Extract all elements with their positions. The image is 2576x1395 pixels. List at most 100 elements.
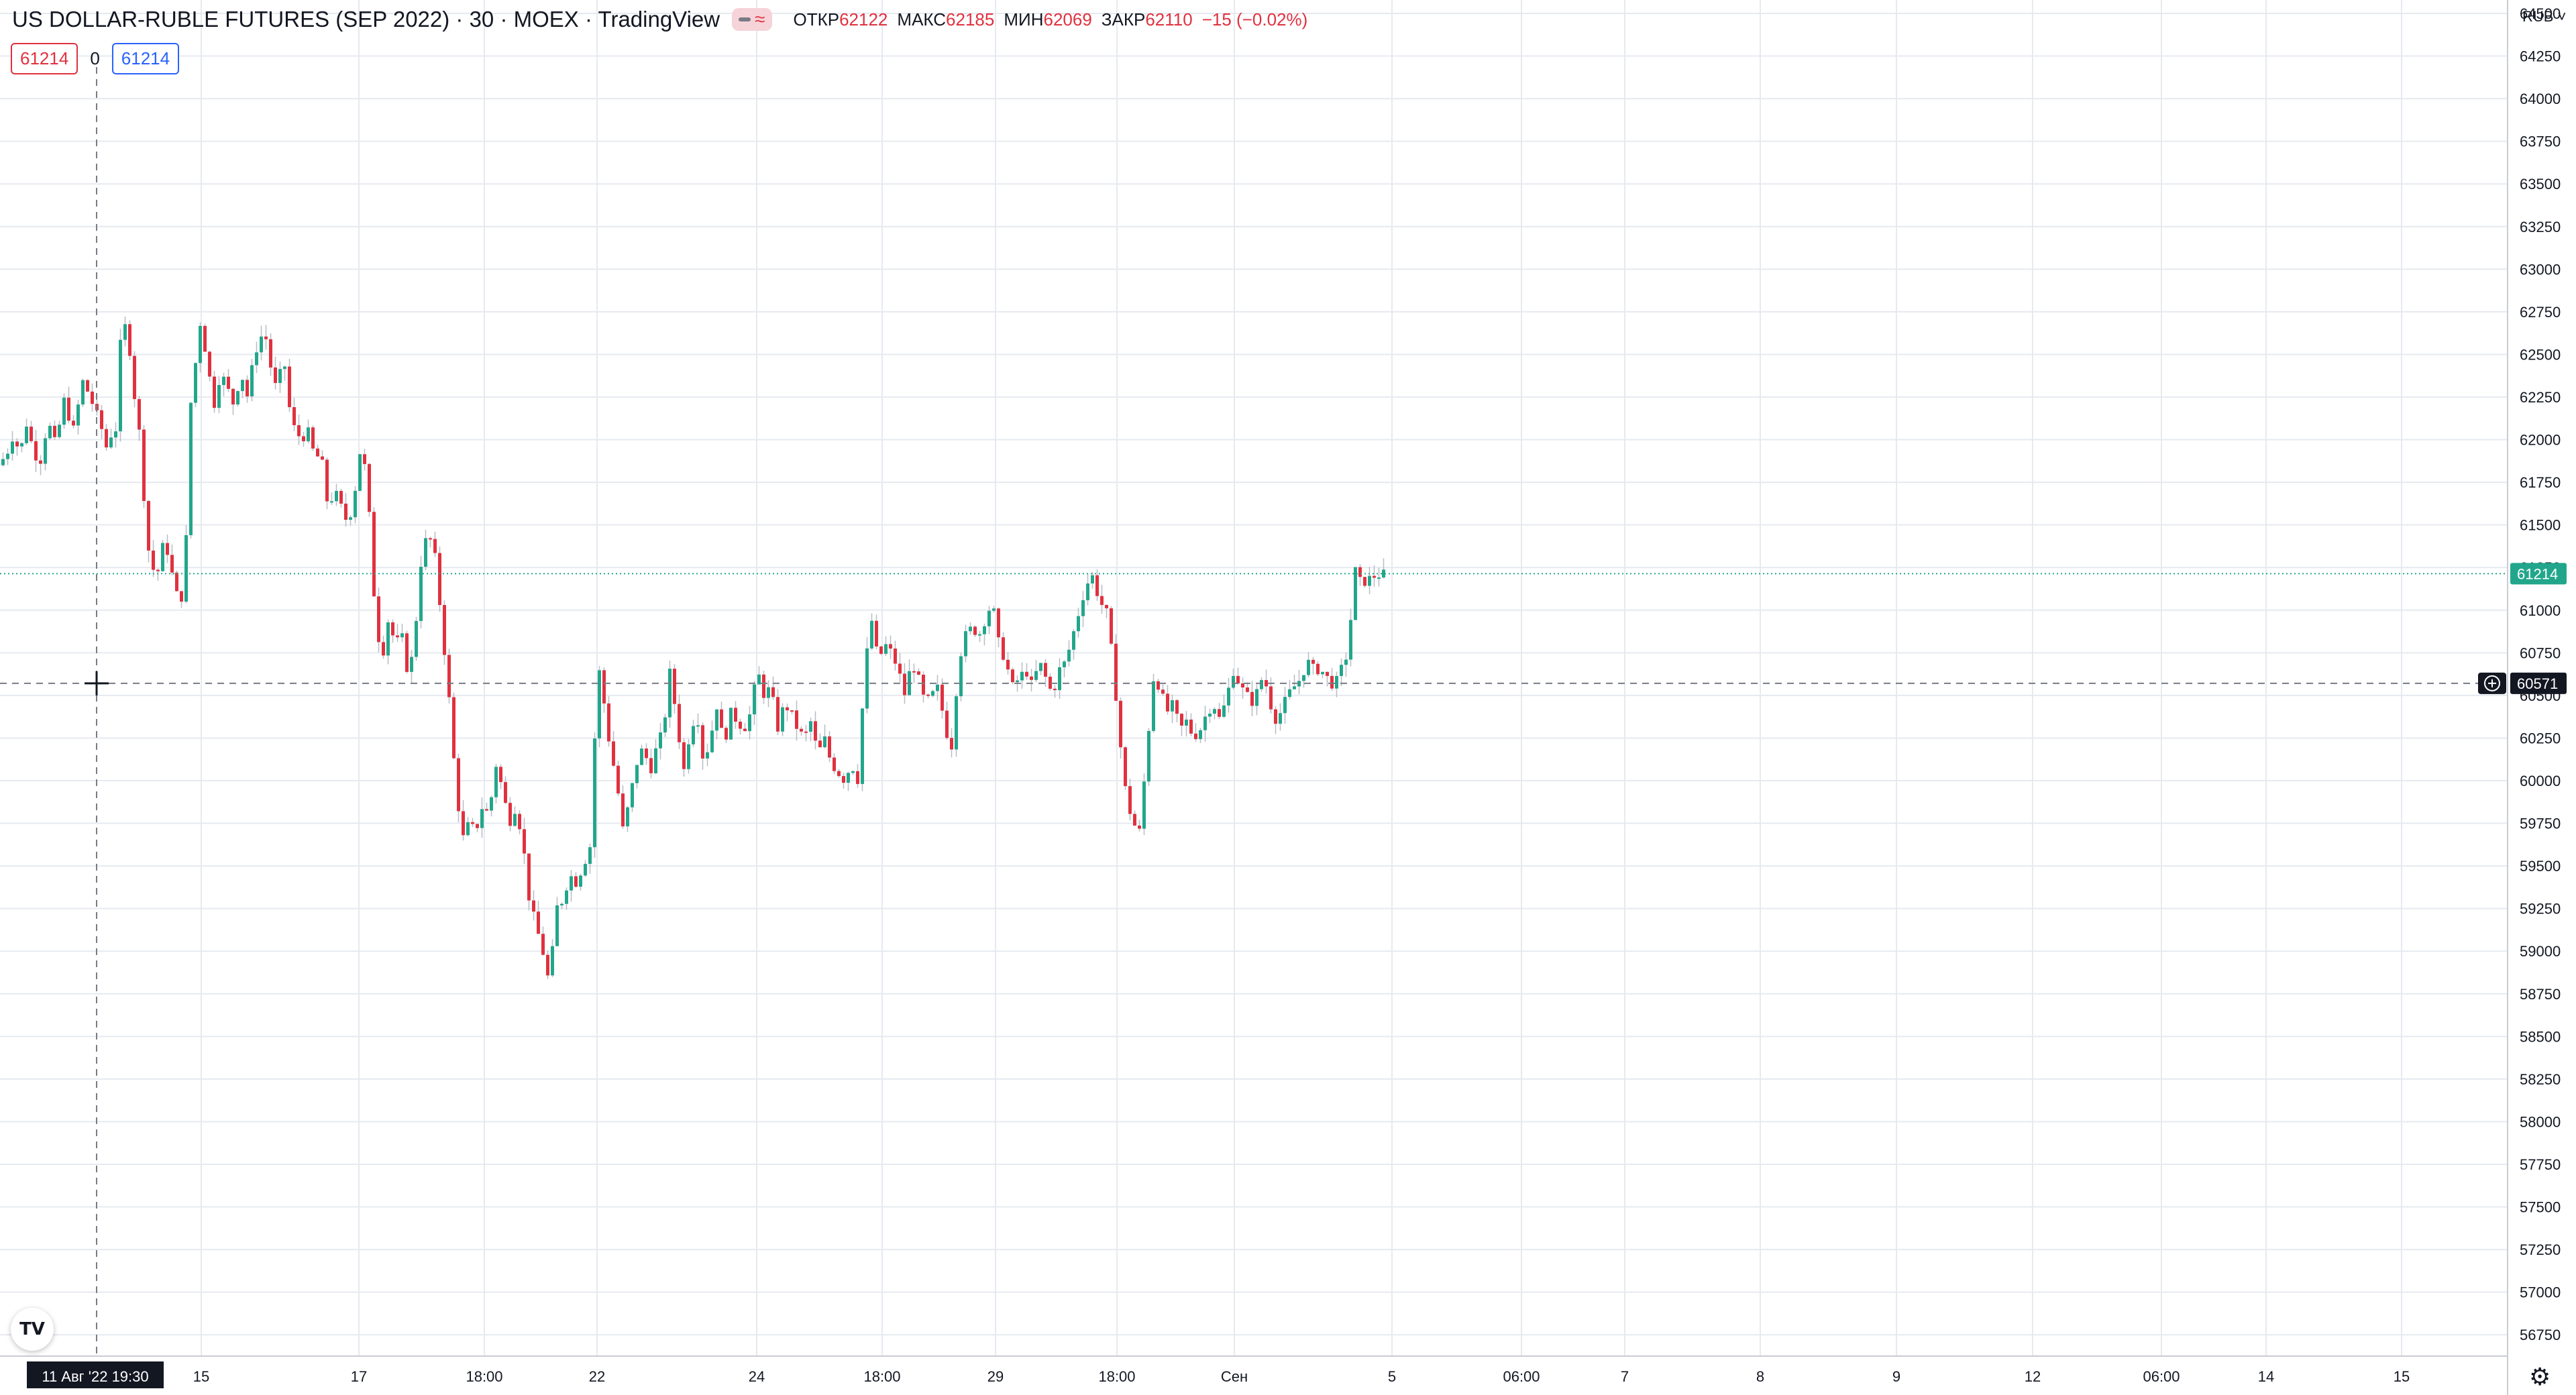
candle <box>241 379 244 398</box>
price-tick-label: 59500 <box>2520 858 2561 875</box>
time-tick-label: 18:00 <box>466 1368 502 1385</box>
buy-button[interactable]: 61214 <box>111 43 180 74</box>
candle-body <box>485 809 488 811</box>
candle-body <box>715 709 718 731</box>
candle-body <box>363 454 366 464</box>
candle-body <box>222 376 225 386</box>
candle <box>485 802 488 812</box>
candle <box>851 770 855 775</box>
candle-body <box>457 758 460 812</box>
candle <box>34 430 38 472</box>
time-tick-label: 18:00 <box>1098 1368 1135 1385</box>
candle-body <box>922 674 925 695</box>
time-axis[interactable]: 15 17 18:00 22 24 18:00 29 18:00 Сен 5 06:00 7 8 9 12 0… <box>0 1355 2508 1388</box>
candle <box>781 703 784 736</box>
candle <box>532 890 535 921</box>
candle <box>86 379 89 392</box>
candle <box>903 663 906 704</box>
indicator-toggle[interactable]: ≈ <box>732 8 772 31</box>
candle <box>917 668 920 676</box>
tradingview-logo-icon[interactable]: TV <box>11 1308 54 1351</box>
price-tick-label: 57000 <box>2520 1284 2561 1301</box>
price-axis[interactable]: 64500 64250 64000 63750 63500 63250 63000 62750… <box>2478 0 2567 1395</box>
candle <box>1288 680 1291 700</box>
candle <box>419 555 423 628</box>
candle <box>1382 558 1385 579</box>
candle <box>30 421 33 443</box>
currency-selector[interactable]: RUB ˅ <box>2522 8 2567 25</box>
candle <box>804 724 808 742</box>
sell-button[interactable]: 61214 <box>11 43 78 74</box>
candle <box>217 376 221 414</box>
candle-body <box>1110 608 1113 644</box>
candle-body <box>1340 665 1343 676</box>
candle-body <box>917 671 920 675</box>
time-tick-label: 12 <box>2025 1368 2041 1385</box>
candle <box>269 333 272 376</box>
candle <box>1030 669 1033 692</box>
price-tick-label: 62000 <box>2520 432 2561 449</box>
candle <box>72 414 75 429</box>
candle <box>720 702 723 728</box>
candle <box>1330 667 1334 691</box>
candle <box>91 383 94 412</box>
candle-body <box>1161 689 1165 694</box>
candle-body <box>1344 659 1348 665</box>
candle <box>227 369 230 392</box>
candle-body <box>386 622 390 656</box>
candle <box>833 753 836 775</box>
candle-body <box>987 610 991 626</box>
time-tick-label: 15 <box>193 1368 209 1385</box>
candle <box>457 753 460 822</box>
candle <box>1185 711 1188 737</box>
candle <box>847 771 850 791</box>
candle-body <box>246 380 249 397</box>
candle <box>222 372 225 396</box>
candle <box>325 457 329 510</box>
candle-body <box>217 385 221 408</box>
price-tick-label: 62250 <box>2520 389 2561 406</box>
candle-body <box>302 436 305 441</box>
candle <box>955 693 958 757</box>
candle <box>682 738 686 777</box>
candle-body <box>189 402 193 535</box>
candle <box>147 500 150 563</box>
candle <box>926 693 930 699</box>
gear-icon[interactable]: ⚙ <box>2529 1363 2551 1390</box>
candle-body <box>1349 620 1352 660</box>
candle-body <box>1274 709 1277 724</box>
high-label: МАКС <box>897 9 947 30</box>
candle-body <box>288 366 291 408</box>
candle-body <box>1363 577 1366 586</box>
candle-body <box>1086 583 1089 600</box>
candle <box>476 823 479 832</box>
ohlc-values: ОТКР62122 МАКС62185 МИН62069 ЗАКР62110 −… <box>794 9 1308 30</box>
candle-body <box>349 517 352 520</box>
candle-body <box>748 714 751 732</box>
candle <box>1138 820 1141 832</box>
symbol-title[interactable]: US DOLLAR-RUBLE FUTURES (SEP 2022) · 30 … <box>12 7 720 32</box>
candle-body <box>1025 671 1028 677</box>
candle <box>1053 685 1057 698</box>
candle <box>1063 659 1066 678</box>
candle <box>339 488 343 508</box>
candle <box>400 624 404 643</box>
candle-body <box>692 726 695 744</box>
candle <box>438 546 441 612</box>
candle-body <box>865 648 869 709</box>
candle-body <box>1269 686 1273 710</box>
candle <box>429 537 432 548</box>
price-tick-label: 63000 <box>2520 261 2561 278</box>
candle <box>1316 661 1320 677</box>
candle-body <box>264 336 268 339</box>
candle <box>753 681 756 725</box>
price-tick-label: 59000 <box>2520 943 2561 960</box>
candle-body <box>767 687 770 698</box>
time-tick-label: 14 <box>2258 1368 2274 1385</box>
price-tick-label: 63500 <box>2520 176 2561 192</box>
candle-body <box>1194 733 1197 740</box>
candle-body <box>762 674 765 698</box>
candle-body <box>1199 730 1202 740</box>
candle <box>898 653 902 683</box>
